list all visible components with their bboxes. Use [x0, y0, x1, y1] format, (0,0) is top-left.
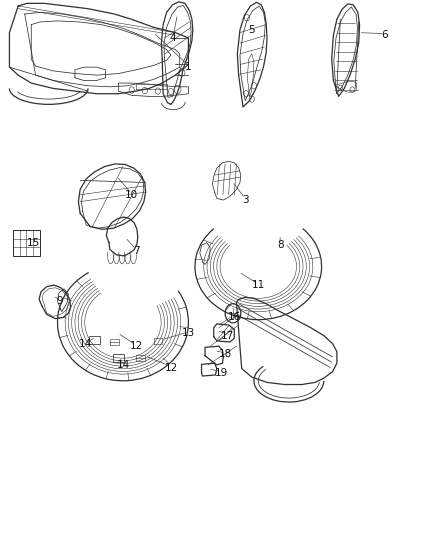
Text: 15: 15: [27, 238, 40, 247]
Text: 16: 16: [228, 312, 241, 322]
Text: 13: 13: [182, 328, 195, 338]
Text: 6: 6: [381, 30, 388, 41]
Text: 18: 18: [219, 349, 232, 359]
Text: 14: 14: [117, 360, 130, 370]
Text: 7: 7: [133, 246, 139, 255]
Text: 17: 17: [221, 330, 234, 341]
Text: 11: 11: [252, 280, 265, 290]
Text: 12: 12: [164, 362, 177, 373]
Text: 3: 3: [242, 195, 248, 205]
Text: 1: 1: [185, 62, 192, 72]
Text: 4: 4: [170, 33, 177, 43]
Text: 12: 12: [129, 341, 143, 351]
Text: 8: 8: [277, 240, 283, 250]
Text: 10: 10: [125, 190, 138, 200]
Text: 5: 5: [248, 25, 255, 35]
Text: 9: 9: [57, 296, 63, 306]
Text: 19: 19: [215, 368, 228, 378]
Text: 14: 14: [79, 338, 92, 349]
